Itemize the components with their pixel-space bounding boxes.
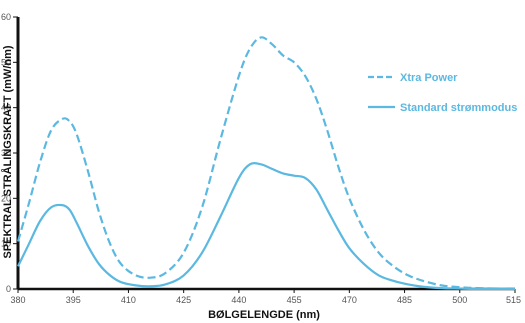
- y-axis-ticks: 0 10 20 30 40 50 60: [1, 12, 18, 294]
- y-tick-label: 0: [6, 284, 11, 294]
- series-layer: [16, 36, 516, 291]
- y-tick-label: 40: [1, 103, 11, 113]
- x-tick-label: 455: [287, 295, 302, 305]
- y-tick-label: 50: [1, 57, 11, 67]
- series-line-xtra-power: [16, 36, 516, 291]
- legend-label: Xtra Power: [400, 72, 458, 84]
- x-tick-label: 395: [66, 295, 81, 305]
- x-tick-label: 500: [452, 295, 467, 305]
- x-axis-title: BØLGELENGDE (nm): [208, 309, 320, 321]
- x-tick-label: 515: [506, 295, 521, 305]
- y-tick-label: 60: [1, 12, 11, 22]
- series-line-standard: [17, 162, 515, 291]
- legend-label: Standard strømmodus: [400, 102, 517, 114]
- y-tick-label: 10: [1, 239, 11, 249]
- axes: [16, 17, 515, 291]
- y-axis-title: SPEKTRAL STRÅLINGSKRAFT (mW/nm): [1, 45, 14, 258]
- x-tick-label: 485: [397, 295, 412, 305]
- x-tick-label: 380: [10, 295, 25, 305]
- x-axis-ticks: 380 395 410 425 440 455 470 485 500 515: [10, 289, 521, 305]
- x-tick-label: 425: [176, 295, 191, 305]
- x-tick-label: 440: [231, 295, 246, 305]
- x-tick-label: 410: [121, 295, 136, 305]
- y-tick-label: 30: [1, 148, 11, 158]
- y-tick-label: 20: [1, 193, 11, 203]
- x-tick-label: 470: [342, 295, 357, 305]
- legend: Xtra Power Standard strømmodus: [368, 72, 517, 114]
